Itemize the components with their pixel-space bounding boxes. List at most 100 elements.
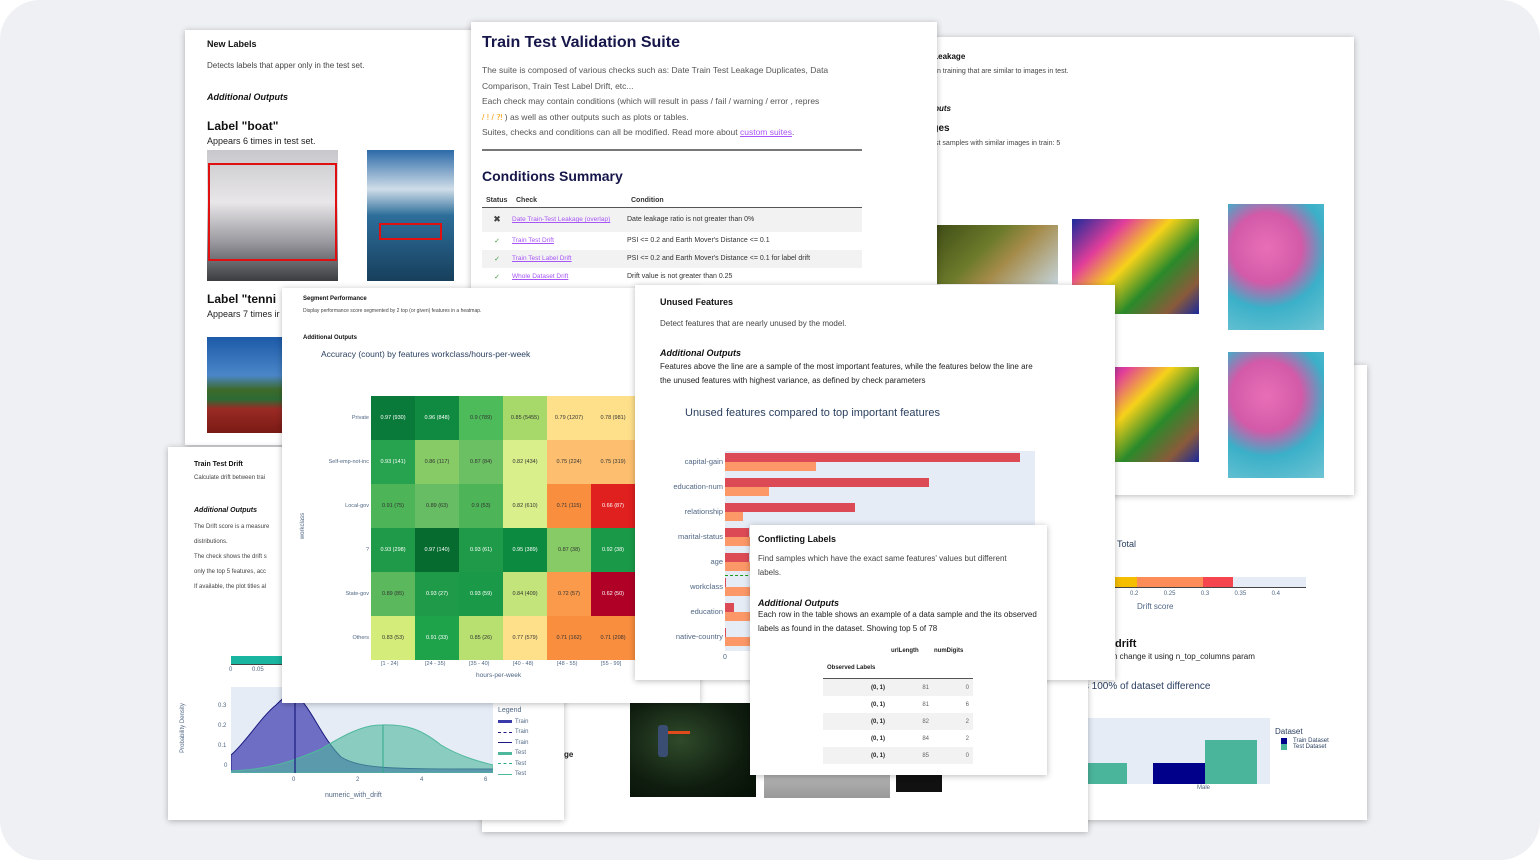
legend-swatch <box>1281 744 1287 750</box>
feature-label: education <box>690 607 723 616</box>
heatmap-col-label: [55 - 99] <box>601 661 622 667</box>
card-description: Find samples which have the exact same f… <box>758 554 1007 577</box>
card-title: Conflicting Labels <box>758 534 837 544</box>
feature-label: age <box>710 557 723 566</box>
heatmap-cell: 0.97 (930) <box>371 396 415 440</box>
heatmap-cell: 0.97 (140) <box>415 528 459 572</box>
heatmap: 0.97 (930) 0.96 (848) 0.9 (789) 0.85 (5455)… <box>371 396 635 660</box>
status-glyphs: / ! / ⁈ <box>482 111 503 122</box>
table-row: ✖ Date Train-Test Leakage (overlap) Date… <box>482 207 862 232</box>
table-row: (0, 1) 85 0 <box>823 747 973 764</box>
status-fail-icon: ✖ <box>493 214 501 225</box>
night-photo <box>630 703 756 797</box>
check-link[interactable]: Train Test Label Drift <box>512 255 572 262</box>
heatmap-cell: 0.71 (208) <box>591 616 635 660</box>
conflicting-labels-card: Conflicting Labels Find samples which ha… <box>750 525 1047 775</box>
additional-outputs-heading: Additional Outputs <box>758 598 839 608</box>
additional-outputs-heading: Additional Outputs <box>194 507 257 514</box>
heatmap-cell: 0.75 (319) <box>591 440 635 484</box>
variance-bar <box>725 587 755 596</box>
heatmap-cell: 0.93 (27) <box>415 572 459 616</box>
heatmap-cell: 0.77 (579) <box>503 616 547 660</box>
check-link[interactable]: Train Test Drift <box>512 237 554 244</box>
custom-suites-link[interactable]: custom suites <box>739 127 792 137</box>
check-link[interactable]: Whole Dataset Drift <box>512 273 569 280</box>
bar-male-test <box>1205 740 1257 784</box>
suite-description: The suite is composed of various checks … <box>482 65 829 137</box>
total-label: Total <box>1117 539 1137 549</box>
label-boat-title: Label "boat" <box>207 119 279 133</box>
heatmap-cell: 0.79 (1207) <box>547 396 591 440</box>
importance-bar <box>725 528 749 537</box>
card-title: Train Test Drift <box>194 461 243 468</box>
card-title: Segment Performance <box>303 296 367 302</box>
heatmap-cell: 0.75 (224) <box>547 440 591 484</box>
heatmap-cell: 0.78 (981) <box>591 396 635 440</box>
heatmap-cell: 0.93 (59) <box>459 572 503 616</box>
importance-bar <box>725 478 929 487</box>
heatmap-xlabel: hours-per-week <box>476 672 522 679</box>
explanation-line-1: Features above the line are a sample of … <box>660 362 1033 371</box>
feature-label: education-num <box>673 482 723 491</box>
heatmap-cell: 0.71 (115) <box>547 484 591 528</box>
heatmap-cell: 0.85 (26) <box>459 616 503 660</box>
variance-bar <box>725 537 755 546</box>
importance-bar <box>725 628 727 637</box>
heatmap-col-label: [24 - 35) <box>425 661 446 667</box>
drift-ticks: 0.2 0.25 0.3 0.35 0.4 <box>1130 591 1280 597</box>
heatmap-cell: 0.9 (789) <box>459 396 503 440</box>
table-row: ✓ Train Test Drift PSI <= 0.2 and Earth … <box>482 232 862 250</box>
variance-bar <box>725 487 770 496</box>
heatmap-col-label: [35 - 40) <box>469 661 490 667</box>
variance-bar <box>725 562 755 571</box>
table-row: ✓ Train Test Label Drift PSI <= 0.2 and … <box>482 249 862 268</box>
heatmap-cell: 0.84 (409) <box>503 572 547 616</box>
heatmap-cell: 0.93 (61) <box>459 528 503 572</box>
conditions-table: Status Check Condition ✖ Date Train-Test… <box>482 194 862 286</box>
heatmap-cell: 0.87 (84) <box>459 440 503 484</box>
heatmap-cell: 0.91 (75) <box>371 484 415 528</box>
feature-label: marital-status <box>677 532 723 541</box>
table-row: (0, 1) 81 0 <box>823 679 973 696</box>
validation-suite-card: Train Test Validation Suite The suite is… <box>471 22 937 292</box>
feature-label: capital-gain <box>684 457 723 466</box>
divider <box>482 149 862 151</box>
variance-bar <box>725 462 817 471</box>
heatmap-cell: 0.66 (87) <box>591 484 635 528</box>
drift-score-bar <box>231 656 291 664</box>
umbrella-image-train <box>1228 204 1324 330</box>
drift-explanation: The Drift score is a measure distributio… <box>194 524 270 590</box>
table-row: ✓ Whole Dataset Drift Drift value is not… <box>482 268 862 286</box>
bar-female-test <box>1075 763 1127 784</box>
heatmap-cell: 0.62 (50) <box>591 572 635 616</box>
segment-performance-card: Segment Performance Display performance … <box>282 288 700 703</box>
umbrella-image-test <box>1228 352 1324 478</box>
heatmap-cell: 0.89 (85) <box>371 572 415 616</box>
chart-title: Unused features compared to top importan… <box>685 407 940 419</box>
heatmap-cell: 0.86 (117) <box>415 440 459 484</box>
importance-bar <box>725 603 734 612</box>
bar-male-train <box>1153 763 1205 784</box>
similar-images-summary: Total number of test samples with simila… <box>879 140 1061 147</box>
card-title: New Labels <box>207 39 257 49</box>
heatmap-row-label: Others <box>352 635 369 641</box>
feature-label: relationship <box>684 507 723 516</box>
giraffe-image <box>932 225 1058 284</box>
importance-bar <box>725 553 749 562</box>
density-xlabel: numeric_with_drift <box>325 792 382 799</box>
density-plot <box>230 687 494 774</box>
heatmap-cell: 0.93 (298) <box>371 528 415 572</box>
card-title: Unused Features <box>660 297 734 307</box>
conflict-table: (0, 1) 81 0 (0, 1) 81 6 (0, 1) 82 2 (0, 1) 84 2 (0, … <box>823 679 973 764</box>
variance-bar <box>725 637 755 646</box>
heatmap-cell: 0.72 (57) <box>547 572 591 616</box>
heatmap-row-label: ? <box>365 547 369 553</box>
check-link[interactable]: Date Train-Test Leakage (overlap) <box>512 216 611 224</box>
explanation-line-2: the unused features with highest varianc… <box>660 376 926 385</box>
feature-label: workclass <box>690 582 723 591</box>
heatmap-cell: 0.92 (38) <box>591 528 635 572</box>
card-description: Detect features that are nearly unused b… <box>660 319 847 328</box>
table-row: (0, 1) 84 2 <box>870 735 969 742</box>
heatmap-cell: 0.82 (434) <box>503 440 547 484</box>
drift-note: n change it using n_top_columns param <box>1113 652 1255 661</box>
